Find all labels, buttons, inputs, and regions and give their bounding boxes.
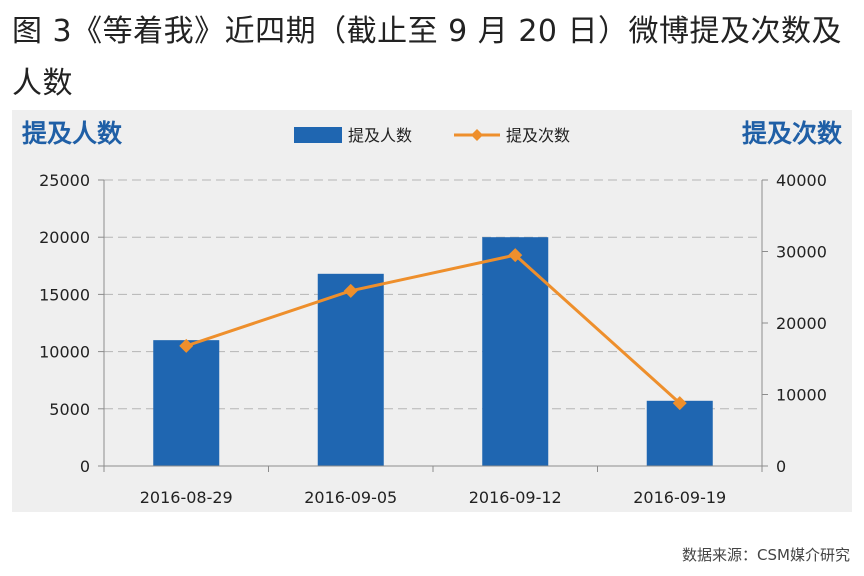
legend-swatch-bar xyxy=(294,127,342,143)
bars xyxy=(153,237,713,466)
y-tick-label-right: 40000 xyxy=(776,171,827,190)
x-tick-label: 2016-09-05 xyxy=(304,488,397,507)
x-tick-label: 2016-09-12 xyxy=(469,488,562,507)
x-tick-label: 2016-08-29 xyxy=(140,488,233,507)
point-2016-09-12 xyxy=(508,248,523,263)
source-note: 数据来源：CSM媒介研究 xyxy=(682,546,850,564)
x-tick-label: 2016-09-19 xyxy=(633,488,726,507)
y-tick-label-left: 10000 xyxy=(39,343,90,362)
y-tick-label-left: 15000 xyxy=(39,285,90,304)
series-line-mentions xyxy=(185,253,681,405)
legend: 提及人数 提及次数 xyxy=(294,126,570,145)
y-tick-label-left: 5000 xyxy=(49,400,90,419)
point-2016-09-19 xyxy=(672,396,687,411)
bar-2016-09-12 xyxy=(482,237,549,466)
y-tick-label-left: 20000 xyxy=(39,228,90,247)
point-2016-08-29 xyxy=(179,338,194,353)
chart-panel: 25000 20000 15000 10000 5000 0 40000 30000 20000… xyxy=(12,110,852,512)
page-title: 图 3《等着我》近四期（截止至 9 月 20 日）微博提及次数及人数 xyxy=(12,14,843,101)
y-tick-label-right: 30000 xyxy=(776,243,827,262)
y-axis-title-left: 提及人数 xyxy=(22,119,123,148)
legend-label-line: 提及次数 xyxy=(506,126,570,145)
point-2016-09-05 xyxy=(343,283,358,298)
bar-2016-08-29 xyxy=(153,340,220,466)
y-tick-label-right: 10000 xyxy=(776,386,827,405)
bar-2016-09-19 xyxy=(646,400,713,466)
y-tick-label-left: 0 xyxy=(80,457,90,476)
y-tick-label-right: 0 xyxy=(776,457,786,476)
legend-label-bar: 提及人数 xyxy=(348,126,412,145)
bar-2016-09-05 xyxy=(317,273,384,466)
combo-chart: 2500020000150001000050000400003000020000… xyxy=(22,119,843,507)
legend-swatch-marker xyxy=(471,129,483,141)
y-tick-label-left: 25000 xyxy=(39,171,90,190)
y-tick-label-right: 20000 xyxy=(776,314,827,333)
y-axis-title-right: 提及次数 xyxy=(742,119,843,148)
axes xyxy=(98,179,768,472)
line-series xyxy=(179,248,687,411)
tick-labels: 2500020000150001000050000400003000020000… xyxy=(39,171,827,507)
